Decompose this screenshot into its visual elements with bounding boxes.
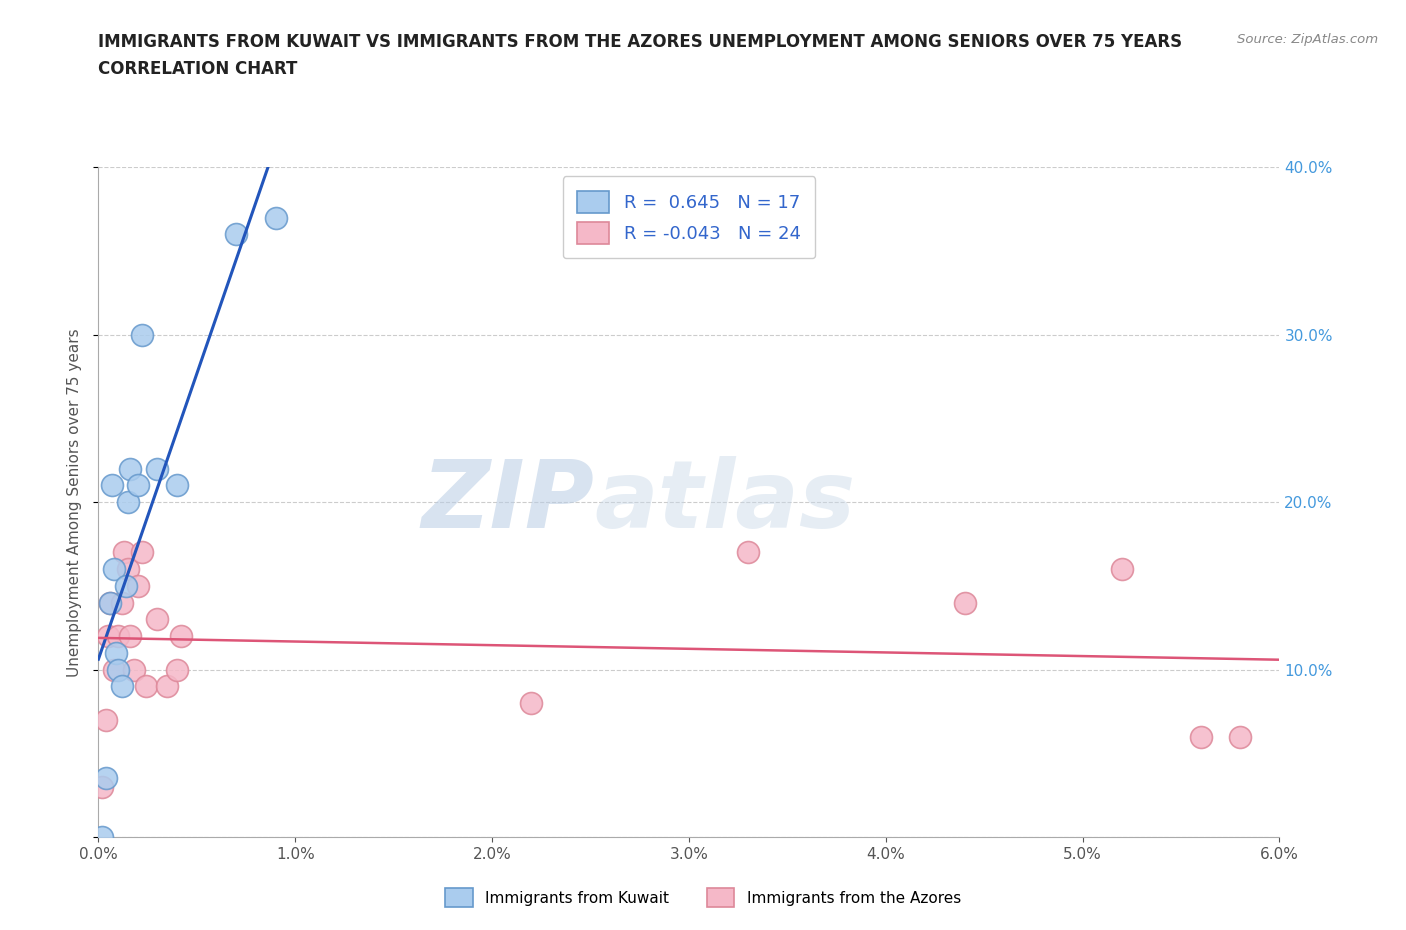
Point <box>97 629 120 644</box>
Point <box>117 495 139 510</box>
Point <box>225 227 247 242</box>
Point <box>264 210 287 225</box>
Point <box>118 461 141 476</box>
Point <box>127 578 149 593</box>
Point <box>146 612 169 627</box>
Point <box>107 662 129 677</box>
Point <box>131 327 153 342</box>
Point <box>98 595 121 610</box>
Point <box>127 478 149 493</box>
Point <box>101 478 124 493</box>
Point <box>170 629 193 644</box>
Point <box>166 662 188 677</box>
Point <box>112 545 135 560</box>
Point <box>96 712 118 727</box>
Text: CORRELATION CHART: CORRELATION CHART <box>98 60 298 78</box>
Point <box>1111 562 1133 577</box>
Text: Source: ZipAtlas.com: Source: ZipAtlas.com <box>1237 33 1378 46</box>
Point <box>103 662 125 677</box>
Point <box>103 562 125 577</box>
Point <box>131 545 153 560</box>
Y-axis label: Unemployment Among Seniors over 75 years: Unemployment Among Seniors over 75 years <box>67 328 83 676</box>
Point <box>98 595 121 610</box>
Point <box>122 662 145 677</box>
Legend: R =  0.645   N = 17, R = -0.043   N = 24: R = 0.645 N = 17, R = -0.043 N = 24 <box>562 177 815 259</box>
Point <box>115 578 138 593</box>
Text: IMMIGRANTS FROM KUWAIT VS IMMIGRANTS FROM THE AZORES UNEMPLOYMENT AMONG SENIORS : IMMIGRANTS FROM KUWAIT VS IMMIGRANTS FRO… <box>98 33 1182 50</box>
Point <box>146 461 169 476</box>
Point <box>91 779 114 794</box>
Text: atlas: atlas <box>595 457 856 548</box>
Point <box>156 679 179 694</box>
Point <box>105 645 128 660</box>
Point <box>111 679 134 694</box>
Point <box>1189 729 1212 744</box>
Point <box>135 679 157 694</box>
Point <box>96 771 118 786</box>
Point <box>117 562 139 577</box>
Point <box>520 696 543 711</box>
Point <box>953 595 976 610</box>
Legend: Immigrants from Kuwait, Immigrants from the Azores: Immigrants from Kuwait, Immigrants from … <box>439 883 967 913</box>
Point <box>737 545 759 560</box>
Point <box>111 595 134 610</box>
Point <box>91 830 114 844</box>
Point <box>1229 729 1251 744</box>
Point <box>166 478 188 493</box>
Point <box>107 629 129 644</box>
Point <box>118 629 141 644</box>
Text: ZIP: ZIP <box>422 457 595 548</box>
